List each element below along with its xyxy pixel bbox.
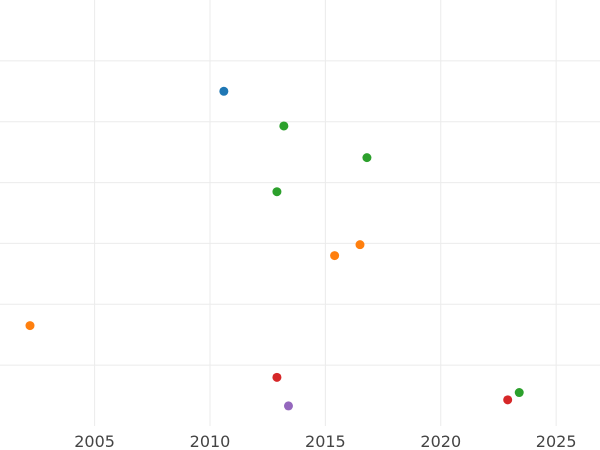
- data-point-s3-1: [279, 121, 289, 131]
- data-point-s3-2: [362, 153, 372, 163]
- data-point-s5-1: [283, 401, 293, 411]
- x-tick-label-2025: 2025: [536, 432, 577, 450]
- x-tick-label-2015: 2015: [305, 432, 346, 450]
- data-point-s2-1: [25, 321, 35, 331]
- data-point-s4-2: [503, 395, 513, 405]
- data-points: [25, 86, 524, 411]
- x-tick-label-2020: 2020: [420, 432, 461, 450]
- data-point-s3-4: [514, 388, 524, 398]
- data-point-s2-3: [355, 240, 365, 250]
- data-point-s2-2: [330, 251, 340, 261]
- data-point-s4-1: [272, 372, 282, 382]
- data-point-s3-3: [272, 187, 282, 197]
- data-point-s1-1: [219, 86, 229, 96]
- x-tick-label-2010: 2010: [190, 432, 231, 450]
- y-gridlines: [0, 60, 600, 366]
- x-tick-label-2005: 2005: [74, 432, 115, 450]
- x-gridlines: [94, 0, 557, 426]
- x-tick-labels: 2005 2010 2015 2020 2025: [74, 432, 576, 450]
